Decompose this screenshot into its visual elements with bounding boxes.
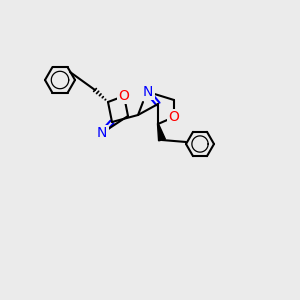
Text: N: N <box>143 85 153 99</box>
Polygon shape <box>158 124 165 141</box>
Text: O: O <box>118 89 129 103</box>
Text: N: N <box>97 126 107 140</box>
Text: O: O <box>169 110 179 124</box>
